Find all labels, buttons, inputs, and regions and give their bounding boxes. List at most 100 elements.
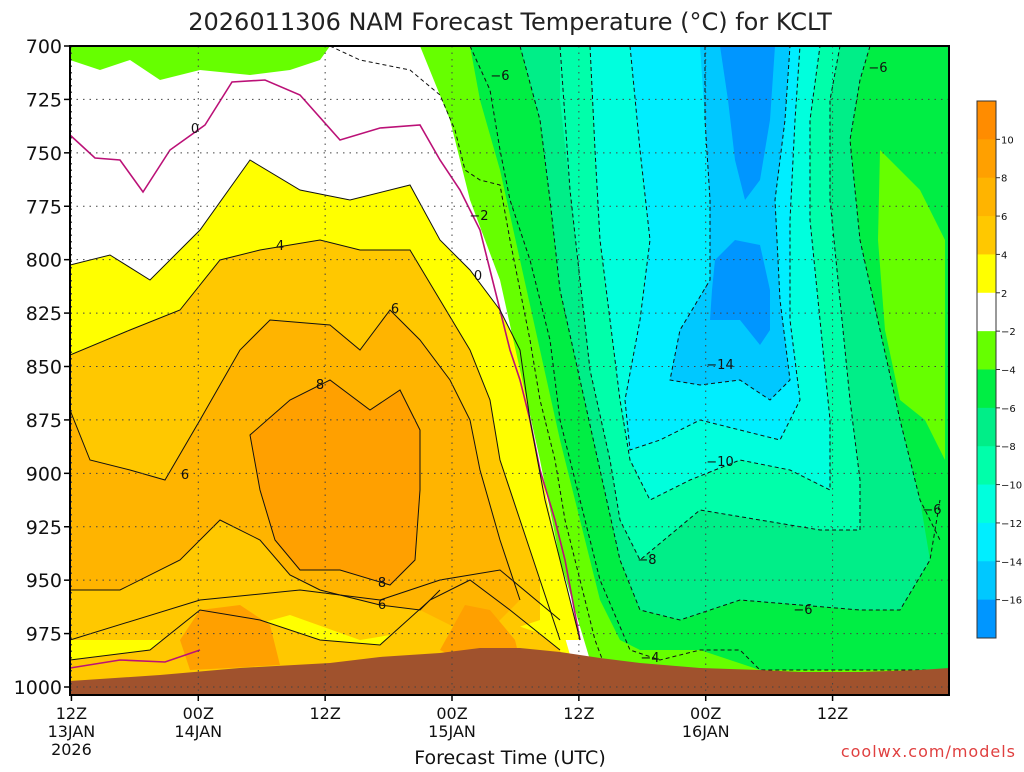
- colorbar-swatch: [977, 331, 996, 370]
- colorbar-swatch: [977, 522, 996, 562]
- colorbar-label: 2: [1001, 289, 1007, 300]
- credit-text: coolwx.com/models: [841, 742, 1016, 761]
- y-tick-label: 750: [26, 143, 62, 165]
- contour-label: 6: [181, 468, 189, 483]
- chart-title: 2026011306 NAM Forecast Temperature (°C)…: [188, 8, 832, 36]
- y-tick-label: 850: [26, 357, 62, 379]
- contour-m12: [624, 46, 801, 451]
- colorbar: 10 8 6 4 2 −2 −4 −6 −8 −10 −12 −14 −16: [976, 100, 1022, 639]
- contour-label: 6: [378, 598, 386, 613]
- colorbar-label: −2: [1001, 327, 1016, 338]
- y-tick-label: 925: [26, 517, 62, 539]
- gridlines: [70, 45, 949, 695]
- contour-4-main: [70, 239, 561, 641]
- x-tick-label: 12Z: [56, 704, 87, 723]
- contour-label: −10: [706, 455, 733, 470]
- contour-m2: [329, 46, 611, 681]
- colorbar-label: −10: [1001, 481, 1022, 492]
- y-tick-label: 775: [26, 196, 62, 218]
- x-axis-label: Forecast Time (UTC): [414, 747, 605, 768]
- colorbar-label: 6: [1001, 212, 1007, 223]
- colorbar-swatch: [977, 177, 996, 217]
- colorbar-swatch: [977, 561, 996, 601]
- contour-label: −4: [640, 651, 659, 666]
- shade-warm-8-low: [180, 605, 280, 670]
- contour-0-lower: [70, 649, 201, 669]
- y-tick-label: 800: [26, 250, 62, 272]
- contour-label: −2: [469, 209, 488, 224]
- x-tick-label: 12Z: [563, 704, 594, 723]
- colorbar-swatch: [977, 216, 996, 255]
- x-tick-label: 00Z: [183, 704, 214, 723]
- plot-area: [70, 46, 949, 695]
- y-tick-label: 875: [26, 410, 62, 432]
- shade-cold-16-lower: [710, 240, 770, 345]
- contour-label: 6: [391, 302, 399, 317]
- y-tick-label: 975: [26, 624, 62, 646]
- x-tick-label: 15JAN: [428, 722, 476, 741]
- plot-border: [69, 45, 950, 696]
- x-tick-label: 13JAN: [48, 722, 96, 741]
- contour-label: 0: [191, 122, 199, 137]
- terrain-ground: [70, 648, 949, 695]
- colorbar-label: −16: [1001, 596, 1022, 607]
- contour-6-low: [70, 519, 441, 611]
- y-tick-label: 700: [26, 36, 62, 58]
- colorbar-label: −6: [1001, 404, 1016, 415]
- x-tick-label: 2026: [51, 740, 92, 759]
- colorbar-swatch: [977, 139, 996, 179]
- contour-6-main: [70, 309, 521, 601]
- shade-cold-16: [720, 46, 775, 200]
- x-tick-label: 16JAN: [682, 722, 730, 741]
- colorbar-swatch: [977, 446, 996, 485]
- colorbar-swatch: [977, 407, 996, 447]
- shade-warm-8: [250, 380, 420, 585]
- x-tick-label: 00Z: [690, 704, 721, 723]
- y-tick-label: 725: [26, 89, 62, 111]
- contour-m14: [669, 46, 791, 401]
- colorbar-label: 10: [1001, 135, 1014, 146]
- x-tick-label: 14JAN: [174, 722, 222, 741]
- x-tick-label: 00Z: [436, 704, 467, 723]
- colorbar-label: 8: [1001, 174, 1007, 185]
- colorbar-swatch: [977, 599, 996, 639]
- contour-label: 8: [378, 576, 386, 591]
- y-tick-label: 900: [26, 463, 62, 485]
- x-tick-label: 12Z: [817, 704, 848, 723]
- contour-label: 8: [316, 378, 324, 393]
- y-axis: 700 725 750 775 800 825 850 875 900 925 950 975 1000: [14, 36, 70, 699]
- colorbar-label: −8: [1001, 442, 1016, 453]
- y-tick-label: 1000: [14, 677, 62, 699]
- contour-label: −6: [922, 503, 941, 518]
- contour-2-main: [70, 159, 581, 641]
- contour-m6: [519, 46, 941, 621]
- shade-cold-4-right: [878, 150, 945, 460]
- colorbar-label: −12: [1001, 519, 1022, 530]
- contour-m10: [589, 46, 831, 501]
- colorbar-swatch: [977, 254, 996, 294]
- y-tick-label: 825: [26, 303, 62, 325]
- contour-label: −14: [706, 358, 733, 373]
- colorbar-swatch: [977, 369, 996, 409]
- colorbar-label: 4: [1001, 250, 1007, 261]
- contour-label: 0: [474, 269, 482, 284]
- contour-labels: 0 4 6 8 6 8 6 −2 0 −6 −14 −10 −8 −6 −4 −…: [181, 61, 942, 666]
- contour-label: 4: [276, 239, 284, 254]
- contour-4-low: [70, 579, 561, 661]
- colorbar-swatch: [977, 292, 996, 332]
- contour-2-low: [70, 569, 561, 641]
- y-tick-label: 950: [26, 570, 62, 592]
- contour-8-main: [249, 379, 421, 586]
- colorbar-label: −14: [1001, 557, 1022, 568]
- colorbar-label: −4: [1001, 366, 1016, 377]
- contour-label: −8: [637, 553, 656, 568]
- colorbar-swatch: [977, 484, 996, 524]
- contour-label: −6: [868, 61, 887, 76]
- contour-label: −6: [793, 603, 812, 618]
- contour-m8: [559, 46, 861, 561]
- contour-m6-right: [849, 46, 941, 541]
- contour-m4: [469, 46, 949, 671]
- colorbar-swatch: [977, 101, 996, 140]
